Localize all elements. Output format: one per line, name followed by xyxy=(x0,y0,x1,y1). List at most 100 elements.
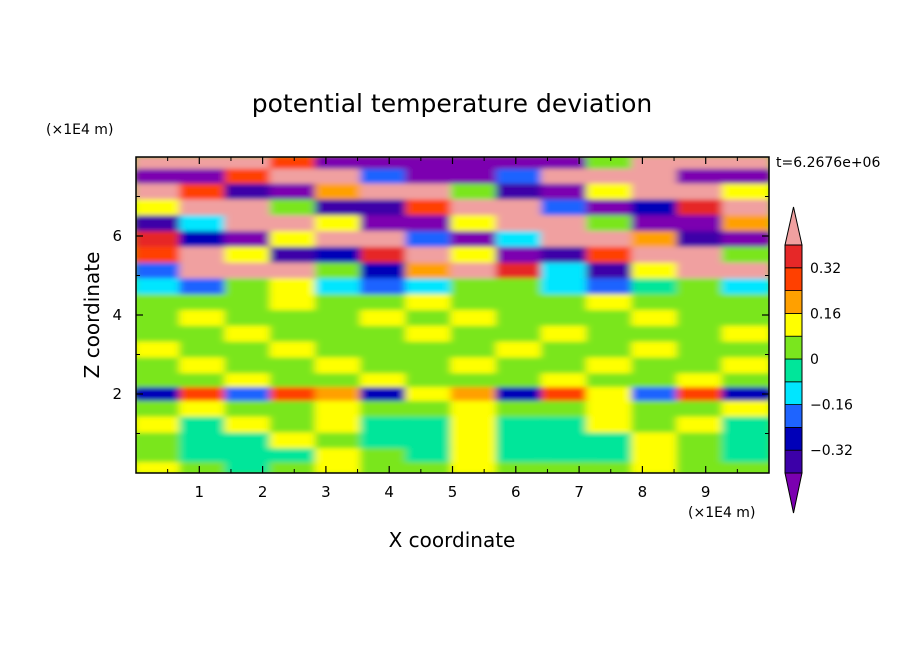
field-cell xyxy=(721,448,769,465)
field-cell xyxy=(495,341,545,360)
field-cell xyxy=(586,278,636,297)
y-tick-label: 2 xyxy=(112,385,122,403)
field-cell xyxy=(269,157,319,171)
field-cell xyxy=(586,432,636,451)
field-cell xyxy=(269,215,319,234)
field-cell xyxy=(721,462,769,473)
field-cell xyxy=(495,416,545,435)
chart-title: potential temperature deviation xyxy=(252,89,652,118)
field-cell xyxy=(314,341,365,360)
field-cell xyxy=(179,373,229,390)
x-axis: 1 2 3 4 5 6 7 8 9 xyxy=(167,157,738,501)
field-cell xyxy=(450,325,500,344)
field-cell xyxy=(631,231,681,249)
colorbar-band xyxy=(784,381,803,405)
field-cell xyxy=(540,416,591,435)
field-cell xyxy=(721,341,769,360)
field-cell xyxy=(721,325,769,344)
colorbar-tick-label: 0.32 xyxy=(810,261,841,277)
field-cell xyxy=(540,310,591,328)
field-cell xyxy=(676,294,726,313)
field-cell xyxy=(136,262,184,281)
field-cell xyxy=(269,400,319,419)
field-cell xyxy=(540,278,591,297)
field-cell xyxy=(314,432,365,451)
colorbar: 0.32 0.16 0 −0.16 −0.32 xyxy=(784,206,853,514)
field-cell xyxy=(224,168,274,186)
field-cell xyxy=(314,357,365,376)
field-cell xyxy=(495,400,545,419)
field-cell xyxy=(631,357,681,376)
field-cell xyxy=(136,325,184,344)
field-cell xyxy=(405,357,455,376)
field-cell xyxy=(495,231,545,249)
field-cell xyxy=(450,199,500,218)
field-cell xyxy=(405,278,455,297)
field-cell xyxy=(631,199,681,218)
field-cell xyxy=(136,157,184,171)
field-cell xyxy=(136,183,184,202)
field-cell xyxy=(179,157,229,171)
field-cell xyxy=(586,448,636,465)
field-cell xyxy=(586,373,636,390)
field-cell xyxy=(179,262,229,281)
field-cell xyxy=(224,341,274,360)
field-cell xyxy=(721,246,769,265)
field-cell xyxy=(721,373,769,390)
colorbar-frame xyxy=(784,244,803,474)
field-cell xyxy=(136,215,184,234)
x-tick-label: 1 xyxy=(195,483,205,501)
field-cell xyxy=(676,262,726,281)
field-cell xyxy=(405,199,455,218)
field-cell xyxy=(586,416,636,435)
field-cell xyxy=(360,310,410,328)
field-cell xyxy=(721,387,769,403)
field-cell xyxy=(136,310,184,328)
field-cell xyxy=(360,231,410,249)
field-cell xyxy=(540,387,591,403)
field-cell xyxy=(360,294,410,313)
field-cell xyxy=(495,199,545,218)
field-cell xyxy=(269,357,319,376)
field-cell xyxy=(450,246,500,265)
field-cell xyxy=(269,262,319,281)
x-tick-label: 7 xyxy=(574,483,584,501)
field-cell xyxy=(269,387,319,403)
field-cell xyxy=(269,294,319,313)
field-cell xyxy=(586,357,636,376)
field-cell xyxy=(405,373,455,390)
field-cell xyxy=(179,215,229,234)
colorbar-band xyxy=(784,290,803,314)
field-cell xyxy=(631,448,681,465)
field-cell xyxy=(314,278,365,297)
field-cell xyxy=(495,246,545,265)
field-cell xyxy=(224,215,274,234)
field-cell xyxy=(360,157,410,171)
y-axis-label: Z coordinate xyxy=(80,252,104,379)
time-label: t=6.2676e+06 xyxy=(776,155,880,171)
field-cell xyxy=(224,462,274,473)
field-cell xyxy=(676,357,726,376)
field-cell xyxy=(450,294,500,313)
field-cell xyxy=(360,278,410,297)
field-cell xyxy=(631,400,681,419)
field-cell xyxy=(224,432,274,451)
colorbar-band xyxy=(784,404,803,428)
field-cell xyxy=(314,231,365,249)
field-cell xyxy=(540,341,591,360)
field-cell xyxy=(314,246,365,265)
field-cell xyxy=(136,400,184,419)
field-cell xyxy=(540,432,591,451)
colorbar-band xyxy=(784,426,803,451)
field-cell xyxy=(405,400,455,419)
field-cell xyxy=(314,448,365,465)
x-tick-label: 4 xyxy=(384,483,394,501)
field-cell xyxy=(269,325,319,344)
field-cell xyxy=(721,294,769,313)
field-cell xyxy=(314,373,365,390)
colorbar-tick-label: −0.16 xyxy=(810,398,853,414)
field-cell xyxy=(224,416,274,435)
field-cell xyxy=(269,448,319,465)
field-cell xyxy=(540,294,591,313)
